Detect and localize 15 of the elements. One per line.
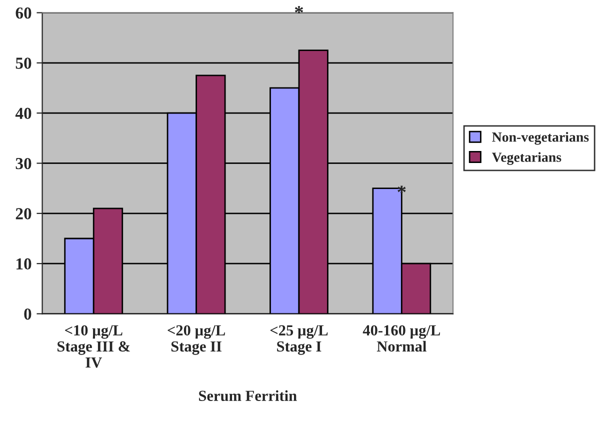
x-tick-label: <20 µg/L Stage II xyxy=(168,325,225,355)
y-tick-label: 60 xyxy=(16,7,32,19)
y-tick-label: 20 xyxy=(16,208,32,220)
annotation: * xyxy=(294,6,304,14)
x-tick-label: 40-160 µg/L Normal xyxy=(362,325,440,352)
legend-label: Non-vegetarians xyxy=(492,132,589,145)
y-tick-label: 0 xyxy=(24,308,32,320)
y-tick-label: 10 xyxy=(16,258,32,270)
x-axis-title: Serum Ferritin xyxy=(199,390,297,402)
y-tick-label: 50 xyxy=(16,58,32,69)
x-tick-label: <10 µg/L Stage III & IV xyxy=(58,325,130,368)
x-tick-label: <25 µg/L Stage I xyxy=(270,325,328,355)
legend-label: Vegetarians xyxy=(492,152,562,165)
y-tick-label: 40 xyxy=(15,108,32,120)
y-tick-label: 30 xyxy=(16,158,32,170)
